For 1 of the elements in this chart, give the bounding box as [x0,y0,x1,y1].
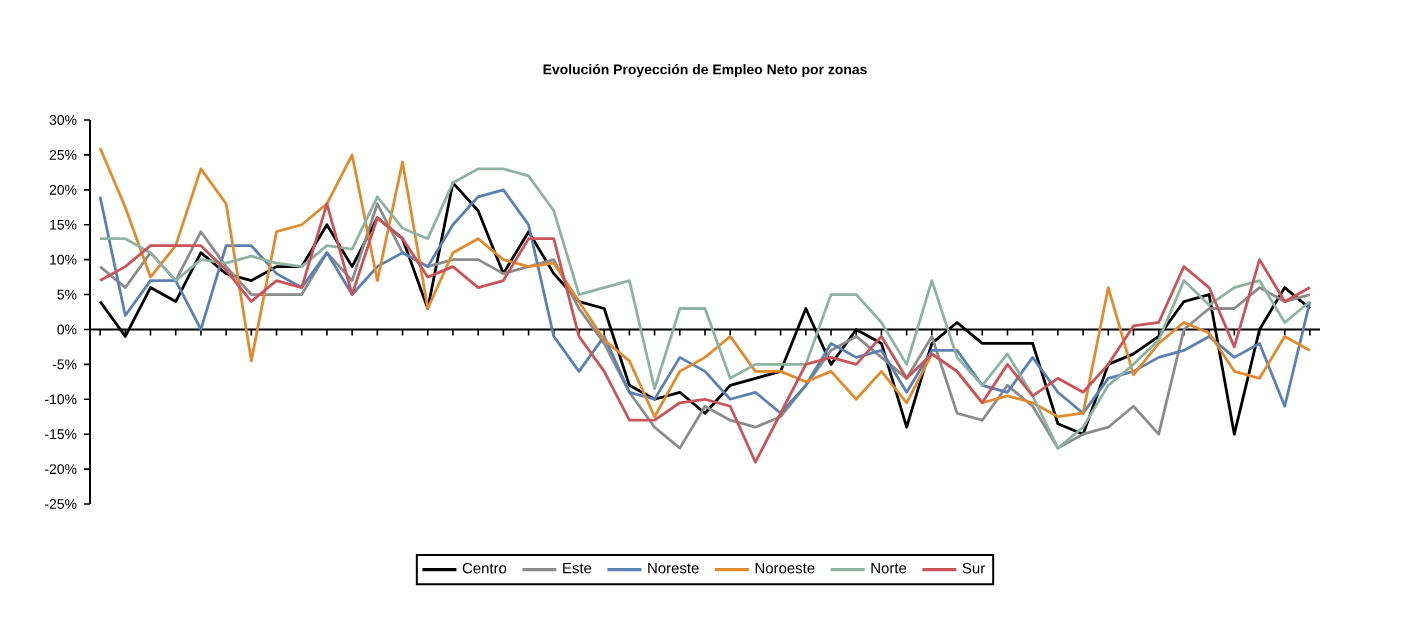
line-series [98,146,1312,419]
